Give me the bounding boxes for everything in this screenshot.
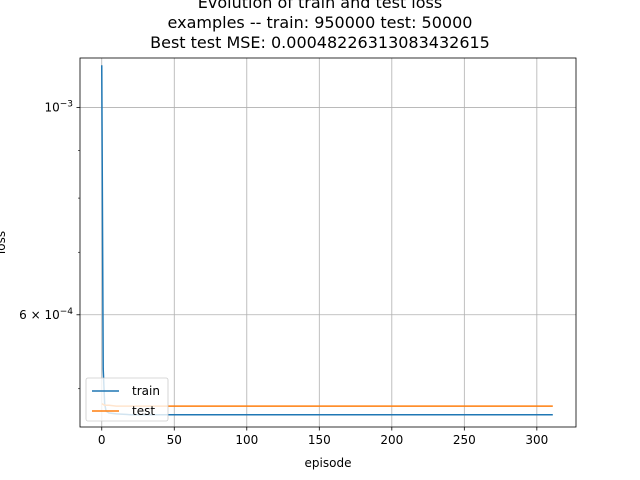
legend-label: train xyxy=(132,384,160,398)
x-tick-label: 250 xyxy=(453,433,476,447)
series-line-test xyxy=(101,402,553,407)
y-tick-label: 10−3 xyxy=(44,100,73,115)
plot-lines xyxy=(101,65,553,416)
x-tick-label: 0 xyxy=(98,433,106,447)
chart-title-line: Evolution of train and test loss xyxy=(198,0,442,12)
y-axis-ticks: 10−3 6 × 10−4 xyxy=(19,100,80,390)
x-tick-label: 200 xyxy=(380,433,403,447)
grid xyxy=(80,58,576,427)
axes-frame xyxy=(79,57,577,428)
chart-title-line: Best test MSE: 0.00048226313083432615 xyxy=(150,33,490,52)
legend-label: test xyxy=(132,404,155,418)
x-tick-label: 300 xyxy=(525,433,548,447)
y-tick-label: 6 × 10−4 xyxy=(19,307,73,322)
y-axis-label: loss xyxy=(0,231,8,254)
x-axis-ticks: 0 50 100 150 200 250 300 xyxy=(98,427,548,447)
chart-title-line: examples -- train: 950000 test: 50000 xyxy=(168,13,473,32)
x-tick-label: 150 xyxy=(308,433,331,447)
x-tick-label: 100 xyxy=(235,433,258,447)
chart-title: Evolution of train and test lossexamples… xyxy=(150,0,490,52)
x-axis-label: episode xyxy=(305,456,352,470)
legend: train test xyxy=(85,377,169,422)
x-tick-label: 50 xyxy=(167,433,182,447)
series-line-train xyxy=(101,65,553,416)
